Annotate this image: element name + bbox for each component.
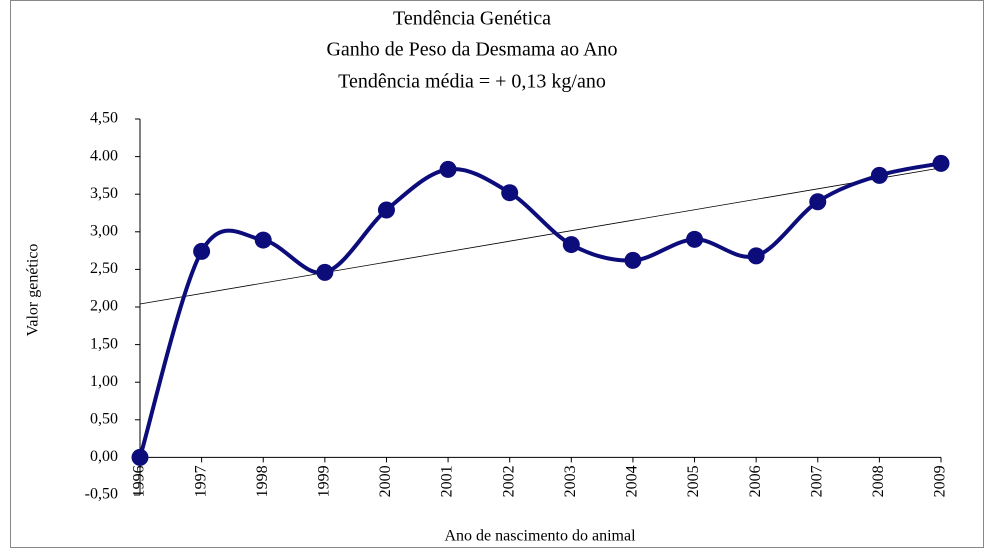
- y-tick-label: 4,50: [90, 110, 118, 127]
- chart-subtitle: Ganho de Peso da Desmama ao Ano: [326, 39, 617, 61]
- data-point: [501, 184, 519, 202]
- data-point: [439, 160, 457, 178]
- trendline: [139, 167, 942, 305]
- x-tick-label: 2008: [870, 465, 887, 497]
- data-point: [809, 193, 827, 211]
- data-point: [316, 263, 334, 281]
- data-point: [562, 236, 580, 254]
- x-tick-label: 1997: [192, 465, 209, 497]
- y-axis-label: Valor genético: [25, 244, 42, 337]
- x-tick-label: 2000: [377, 465, 394, 497]
- y-tick-label: 4.00: [90, 147, 118, 164]
- y-tick-label: 3,00: [90, 222, 118, 239]
- x-tick-label: 2002: [500, 465, 517, 497]
- y-tick-label: 2,00: [90, 298, 118, 315]
- data-point: [686, 230, 704, 248]
- chart-subtitle: Tendência média = + 0,13 kg/ano: [338, 71, 606, 93]
- data-point: [131, 448, 149, 466]
- data-point: [870, 166, 888, 184]
- x-tick-label: 2004: [624, 465, 641, 497]
- data-point: [193, 242, 211, 260]
- x-tick-label: 2006: [747, 465, 764, 497]
- data-point: [932, 154, 950, 172]
- y-tick-label: 2,50: [90, 260, 118, 277]
- y-tick-label: 3,50: [90, 185, 118, 202]
- data-point: [377, 201, 395, 219]
- x-tick-label: 2003: [562, 465, 579, 497]
- y-tick-label: 0,50: [90, 410, 118, 427]
- y-tick-label: 0,00: [90, 448, 118, 465]
- chart-title: Tendência Genética: [393, 8, 551, 30]
- y-tick-label: 1,50: [90, 335, 118, 352]
- x-tick-label: 2007: [808, 465, 825, 497]
- x-tick-label: 2005: [685, 465, 702, 497]
- x-tick-label: 2009: [932, 465, 949, 497]
- data-point: [624, 251, 642, 269]
- x-tick-label: 1996: [131, 465, 148, 497]
- y-tick-label: 1,00: [90, 373, 118, 390]
- x-tick-label: 2001: [439, 465, 456, 497]
- data-point: [747, 247, 765, 265]
- x-tick-label: 1999: [316, 465, 333, 497]
- chart-frame: [10, 0, 984, 548]
- x-tick-label: 1998: [254, 465, 271, 497]
- data-point: [254, 231, 272, 249]
- y-tick-label: -0,50: [85, 486, 118, 503]
- x-axis-label: Ano de nascimento do animal: [444, 528, 636, 545]
